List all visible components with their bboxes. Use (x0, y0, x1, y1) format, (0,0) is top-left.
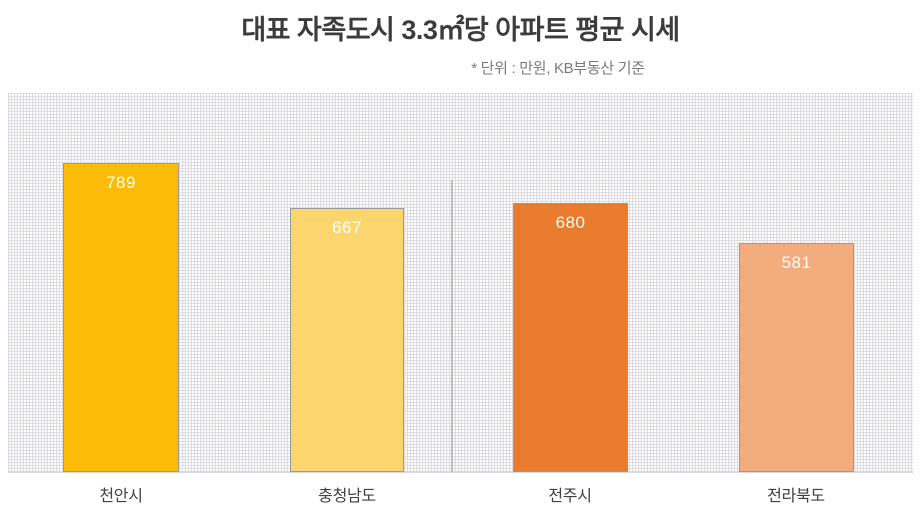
bar-value-label: 789 (106, 173, 136, 192)
bar-jeollabuk[interactable]: 581 (739, 243, 854, 472)
chart-subtitle: * 단위 : 만원, KB부동산 기준 (471, 60, 645, 77)
bar-value-label: 680 (555, 213, 586, 232)
bar-value-label: 581 (781, 253, 812, 272)
bar-chungcheongnam[interactable]: 667 (290, 208, 404, 472)
chart-title: 대표 자족도시 3.3㎡당 아파트 평균 시세 (241, 15, 680, 45)
bar-value-label: 667 (332, 218, 362, 237)
bar-cheonan[interactable]: 789 (63, 163, 179, 472)
x-axis-line (8, 471, 913, 473)
x-axis-label-jeonju: 전주시 (548, 488, 592, 505)
x-axis-label-chungcheongnam: 충청남도 (318, 488, 376, 505)
bar-jeonju[interactable]: 680 (513, 203, 628, 472)
x-axis-label-jeollabuk: 전라북도 (767, 488, 825, 505)
group-divider-line (451, 180, 453, 472)
x-axis-label-cheonan: 천안시 (99, 488, 143, 505)
